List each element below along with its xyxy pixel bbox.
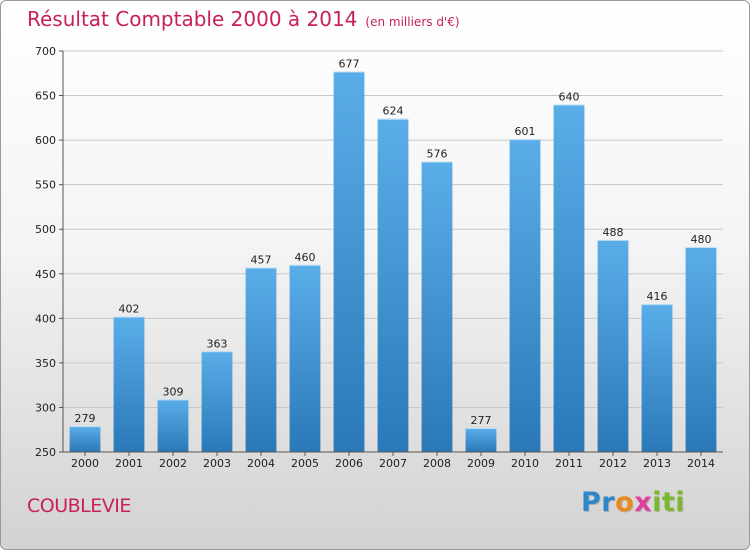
x-tick-label-2009: 2009 bbox=[467, 457, 495, 470]
bar-2012 bbox=[597, 239, 629, 452]
bar-2006 bbox=[333, 71, 365, 453]
x-tick-label-2001: 2001 bbox=[115, 457, 143, 470]
y-tick-label-550: 550 bbox=[35, 179, 56, 192]
axes bbox=[59, 50, 723, 456]
x-tick-label-2011: 2011 bbox=[555, 457, 583, 470]
logo-letter-4: i bbox=[652, 487, 662, 518]
value-label-2009: 277 bbox=[471, 414, 492, 427]
value-label-2014: 480 bbox=[691, 233, 712, 246]
logo-letter-3: x bbox=[634, 487, 653, 518]
logo-letter-1: r bbox=[601, 487, 616, 518]
x-tick-label-2014: 2014 bbox=[687, 457, 715, 470]
x-tick-label-2002: 2002 bbox=[159, 457, 187, 470]
y-tick-label-350: 350 bbox=[35, 357, 56, 370]
bar-2007 bbox=[377, 118, 409, 453]
x-tick-label-2008: 2008 bbox=[423, 457, 451, 470]
y-tick-label-400: 400 bbox=[35, 312, 56, 325]
bar-2014 bbox=[685, 247, 717, 452]
y-tick-label-600: 600 bbox=[35, 134, 56, 147]
value-label-2004: 457 bbox=[251, 254, 272, 267]
chart-title-text: Résultat Comptable 2000 à 2014 bbox=[27, 7, 358, 31]
logo-letter-2: o bbox=[615, 487, 635, 518]
x-tick-label-2013: 2013 bbox=[643, 457, 671, 470]
x-tick-label-2003: 2003 bbox=[203, 457, 231, 470]
x-tick-label-2005: 2005 bbox=[291, 457, 319, 470]
bar-2013 bbox=[641, 304, 673, 452]
value-label-2013: 416 bbox=[647, 290, 668, 303]
bars bbox=[69, 71, 717, 453]
x-tick-label-2012: 2012 bbox=[599, 457, 627, 470]
logo-letter-0: P bbox=[581, 487, 602, 518]
x-tick-label-2010: 2010 bbox=[511, 457, 539, 470]
bar-2008 bbox=[421, 161, 453, 452]
y-tick-label-250: 250 bbox=[35, 446, 56, 459]
bar-2000 bbox=[69, 426, 101, 452]
x-tick-label-2006: 2006 bbox=[335, 457, 363, 470]
value-label-2010: 601 bbox=[515, 125, 536, 138]
chart-title: Résultat Comptable 2000 à 2014 (en millie… bbox=[27, 7, 460, 31]
value-label-2011: 640 bbox=[559, 90, 580, 103]
value-label-2006: 677 bbox=[339, 57, 360, 70]
bar-2002 bbox=[157, 399, 189, 452]
x-tick-label-2007: 2007 bbox=[379, 457, 407, 470]
x-tick-label-2004: 2004 bbox=[247, 457, 275, 470]
bar-2001 bbox=[113, 316, 145, 452]
value-label-2012: 488 bbox=[603, 226, 624, 239]
y-tick-label-700: 700 bbox=[35, 45, 56, 58]
commune-name: COUBLEVIE bbox=[27, 495, 131, 517]
value-label-2001: 402 bbox=[119, 303, 140, 316]
value-label-2008: 576 bbox=[427, 147, 448, 160]
y-tick-label-650: 650 bbox=[35, 90, 56, 103]
chart-subtitle: (en milliers d'€) bbox=[365, 15, 460, 29]
logo-letter-5: t bbox=[661, 487, 676, 518]
bar-2004 bbox=[245, 267, 277, 452]
logo-letter-6: i bbox=[675, 487, 686, 518]
bar-2009 bbox=[465, 427, 497, 452]
value-label-2002: 309 bbox=[163, 385, 184, 398]
labels: 250 300 350 400 450 500 550 600 650 700 279 2000 402… bbox=[35, 45, 715, 470]
y-tick-label-300: 300 bbox=[35, 401, 56, 414]
bar-2003 bbox=[201, 351, 233, 452]
value-label-2005: 460 bbox=[295, 251, 316, 264]
y-tick-label-500: 500 bbox=[35, 223, 56, 236]
bar-2011 bbox=[553, 104, 585, 452]
bar-2005 bbox=[289, 264, 321, 452]
value-label-2007: 624 bbox=[383, 105, 404, 118]
proxiti-logo: Proxiti bbox=[581, 487, 685, 518]
value-label-2003: 363 bbox=[207, 337, 228, 350]
x-tick-label-2000: 2000 bbox=[71, 457, 99, 470]
y-tick-label-450: 450 bbox=[35, 268, 56, 281]
value-label-2000: 279 bbox=[75, 412, 96, 425]
bar-2010 bbox=[509, 139, 541, 452]
